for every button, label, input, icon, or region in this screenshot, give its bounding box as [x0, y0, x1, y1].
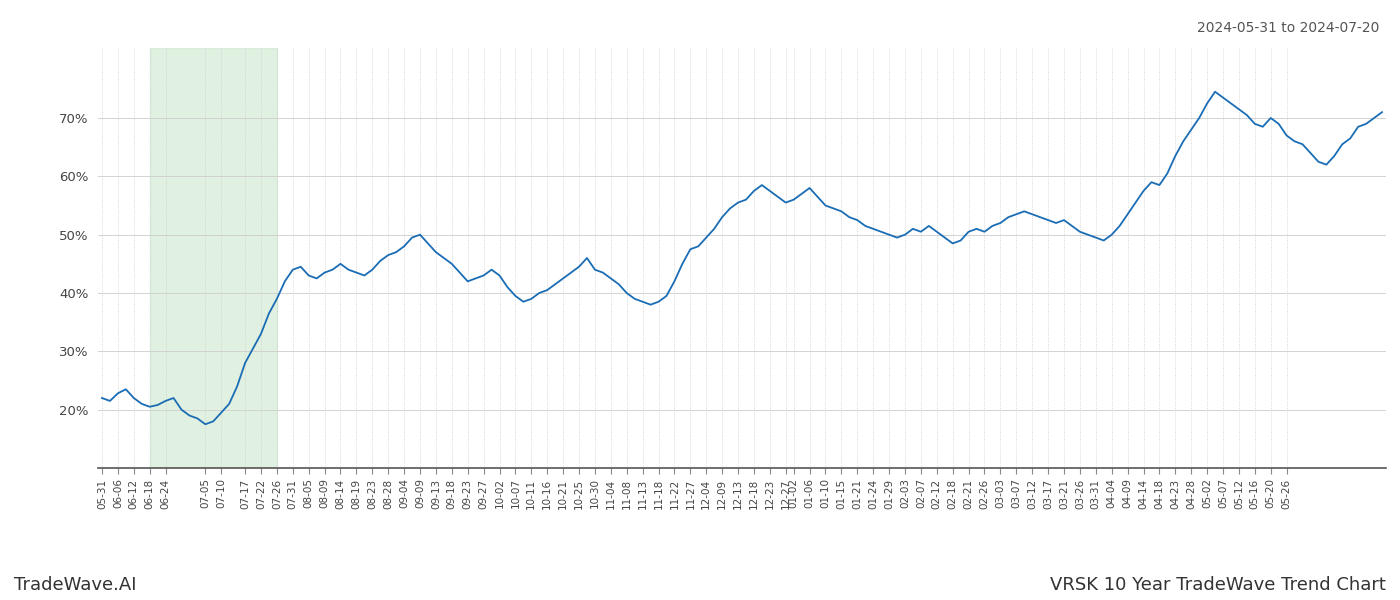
- Text: TradeWave.AI: TradeWave.AI: [14, 576, 137, 594]
- Text: 2024-05-31 to 2024-07-20: 2024-05-31 to 2024-07-20: [1197, 21, 1379, 35]
- Bar: [150, 48, 277, 468]
- Text: VRSK 10 Year TradeWave Trend Chart: VRSK 10 Year TradeWave Trend Chart: [1050, 576, 1386, 594]
